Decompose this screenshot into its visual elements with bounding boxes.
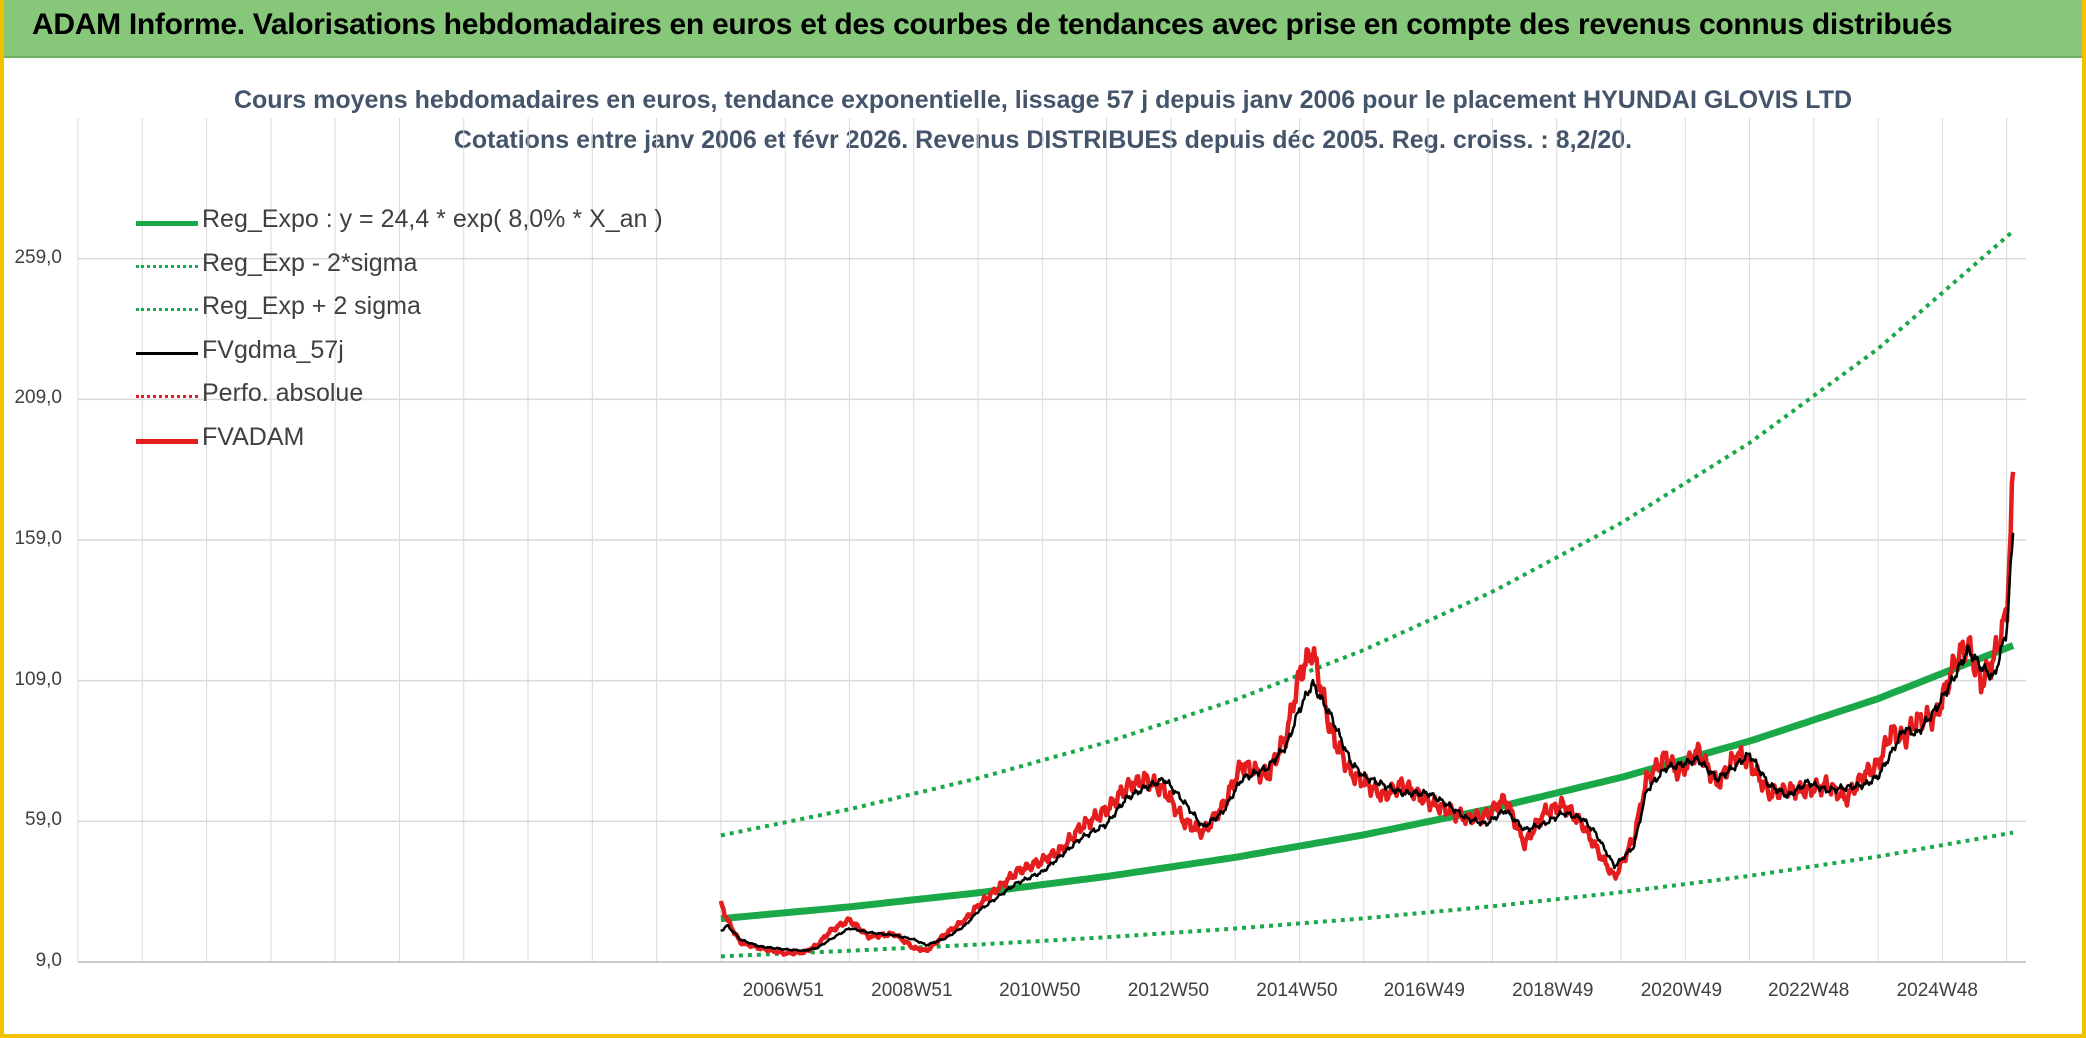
chart-subtitle: Cotations entre janv 2006 et févr 2026. … [453,126,1633,154]
y-tick-label: 159,0 [14,528,62,549]
legend-label: FVgdma_57j [202,335,344,364]
x-tick-label: 2010W50 [999,980,1081,1001]
x-tick-label: 2020W49 [1640,980,1723,1001]
x-tick-label: 2014W50 [1256,980,1338,1001]
legend-swatch [136,308,198,311]
series-reg-exp-plus-line [720,229,2015,838]
x-tick-label: 2018W49 [1512,980,1594,1001]
legend-label: Reg_Expo : y = 24,4 * exp( 8,0% * X_an ) [202,205,663,233]
x-tick-label: 2012W50 [1127,980,1210,1001]
series-fvgdma-line [720,532,2015,953]
chart-title: Cours moyens hebdomadaires en euros, ten… [233,86,1853,114]
legend-label: Perfo. absolue [202,379,364,407]
legend-label: Reg_Exp + 2 sigma [202,292,421,320]
y-tick-label: 259,0 [14,246,62,268]
chart-grid [77,118,2026,963]
legend-swatch [136,351,198,355]
report-title: ADAM Informe. Valorisations hebdomadaire… [32,8,1953,41]
series-reg-exp-minus-line [720,830,2014,959]
x-tick-label: 2016W49 [1383,980,1465,1001]
x-tick-label: 2008W51 [871,980,953,1001]
legend-label: FVADAM [202,422,305,451]
series-reg-expo-line [720,642,2015,923]
y-tick-label: 59,0 [25,809,62,831]
x-tick-label: 2006W51 [742,980,824,1001]
legend-swatch [136,221,198,226]
y-tick-label: 9,0 [35,950,62,971]
y-tick-label: 109,0 [14,668,62,690]
x-tick-label: 2024W48 [1896,980,1978,1001]
report-header: ADAM Informe. Valorisations hebdomadaire… [0,0,2086,58]
legend-label: Reg_Exp - 2*sigma [202,248,418,277]
legend-swatch [136,264,198,268]
x-tick-label: 2022W48 [1768,980,1850,1001]
legend-swatch [136,395,198,398]
series-fvadam-line [718,471,2016,957]
y-tick-label: 209,0 [14,387,62,409]
chart-series [718,229,2016,959]
legend-swatch [136,438,198,444]
